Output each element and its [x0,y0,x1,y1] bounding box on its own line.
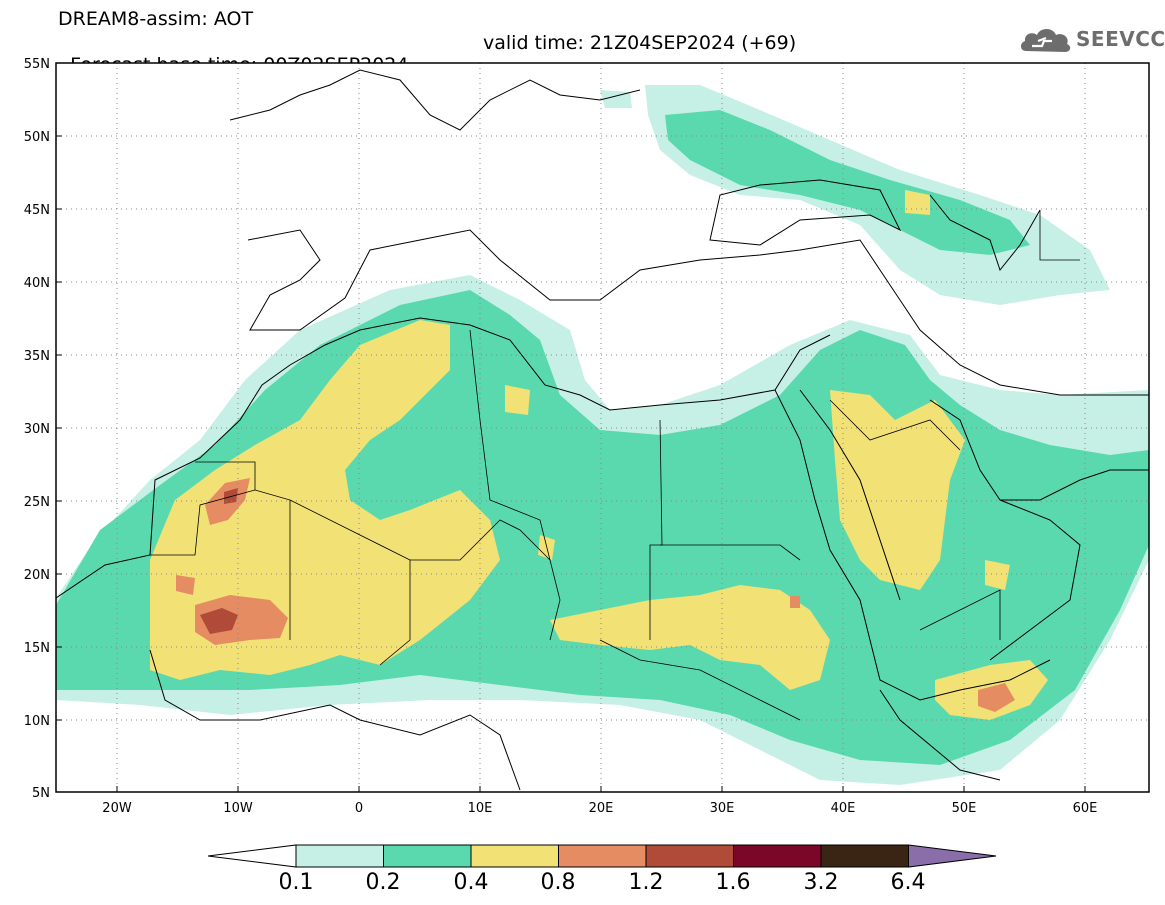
colorbar-under-arrow [207,844,297,868]
lon-label: 30E [710,801,735,816]
colorbar-swatch [733,845,821,867]
colorbar-label: 1.6 [715,870,751,895]
cloud-icon [1020,29,1071,52]
colorbar-swatch [471,845,559,867]
colorbar-label: 0.4 [453,870,489,895]
lon-label: 40E [831,801,856,816]
colorbar-swatch [646,845,734,867]
lon-label: 50E [952,801,977,816]
lat-label: 45N [24,203,50,218]
lon-label: 20W [102,801,132,816]
colorbar-swatch [558,845,646,867]
aot-level-1-2 [200,488,238,634]
lat-label: 30N [24,422,50,437]
lat-label: 25N [24,495,50,510]
lon-label: 0 [355,801,363,816]
colorbar-label: 1.2 [628,870,664,895]
ticks [56,135,1086,792]
colorbar-swatch [383,845,471,867]
aot-level-0-4 [150,190,1048,720]
coastlines [56,69,1149,791]
chart-title: DREAM8-assim: AOT [58,8,254,30]
colorbar-over-arrow [908,845,996,867]
colorbar-swatch [821,845,909,867]
logo-text: SEEVCCC [1076,27,1165,51]
colorbar-label: 6.4 [890,870,926,895]
lon-label: 10E [468,801,493,816]
graticule [56,63,1149,792]
lat-label: 35N [24,349,50,364]
lat-label: 5N [32,786,50,801]
colorbar-swatch [296,845,384,867]
lat-label: 40N [24,276,50,291]
lon-label: 60E [1073,801,1098,816]
colorbar-label: 3.2 [803,870,839,895]
lon-label: 10W [223,801,253,816]
seevccc-logo: SEEVCCC [1018,24,1165,56]
lat-label: 55N [24,57,50,72]
colorbar-label: 0.1 [278,870,314,895]
colorbar-label: 0.8 [540,870,576,895]
lon-labels: 20W 10W 0 10E 20E 30E 40E 50E 60E [102,801,1097,816]
colorbar-label: 0.2 [365,870,401,895]
lat-label: 10N [24,714,50,729]
lon-label: 20E [589,801,614,816]
lat-labels: 55N 50N 45N 40N 35N 30N 25N 20N 15N 10N … [24,57,50,801]
valid-time-text: valid time: 21Z04SEP2024 (+69) [483,32,797,54]
country-borders [150,210,1080,721]
colorbar [207,844,997,868]
lat-label: 50N [24,130,50,145]
lat-label: 15N [24,641,50,656]
lat-label: 20N [24,568,50,583]
